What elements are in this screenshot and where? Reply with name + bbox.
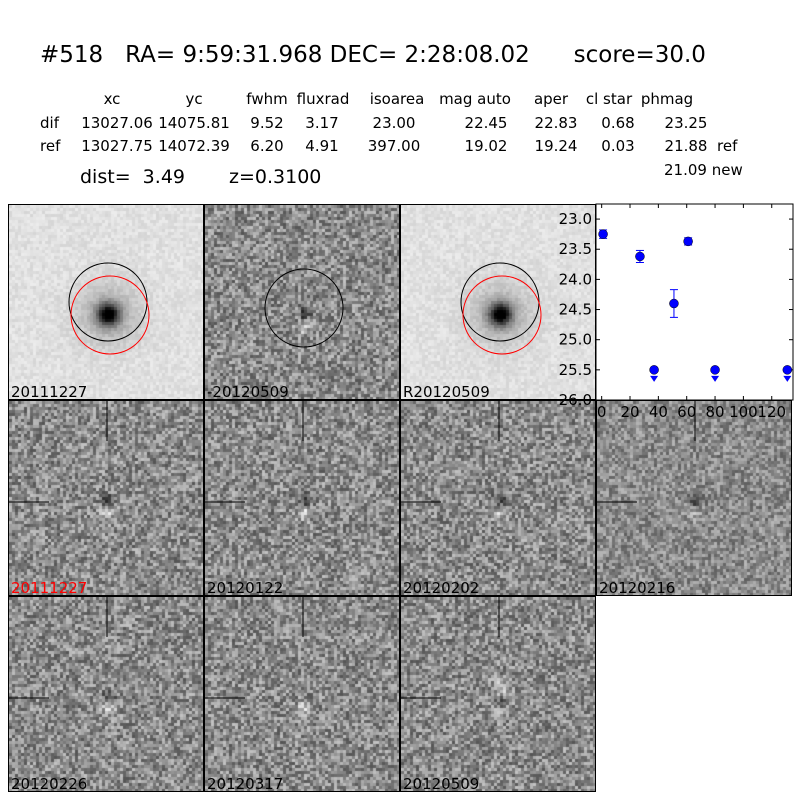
x-tick-label: 0 bbox=[597, 403, 607, 421]
image-stamp: 20120226 bbox=[8, 596, 204, 792]
table-cell: 19.24 bbox=[534, 137, 578, 155]
column-header: cl star bbox=[585, 90, 633, 108]
column-header: aper bbox=[533, 90, 569, 108]
y-tick-label: 26.0 bbox=[559, 391, 592, 409]
image-stamp: -20120509 bbox=[204, 204, 400, 400]
table-cell: 23.00 bbox=[372, 114, 416, 132]
x-tick-label: 20 bbox=[620, 403, 639, 421]
redshift: z=0.3100 bbox=[229, 166, 322, 188]
image-stamp: 20120216 bbox=[596, 400, 792, 596]
stamp-date-label: 20120317 bbox=[207, 775, 284, 792]
stamp-date-label: 20120122 bbox=[207, 579, 284, 596]
table-cell: 0.03 bbox=[601, 137, 635, 155]
stamp-date-label: 20111227 bbox=[11, 383, 88, 400]
y-tick-label: 23.5 bbox=[559, 240, 592, 258]
table-cell: 397.00 bbox=[367, 137, 421, 155]
image-stamp: 20111227 bbox=[8, 204, 204, 400]
y-tick-label: 23.0 bbox=[559, 210, 592, 228]
new-mag: 21.09 new bbox=[664, 161, 743, 179]
table-cell: 22.45 bbox=[464, 114, 508, 132]
ref-suffix: ref bbox=[717, 137, 738, 155]
image-stamp: 20120509 bbox=[400, 596, 596, 792]
ref-aperture-circle bbox=[462, 275, 542, 355]
image-stamp: 20120317 bbox=[204, 596, 400, 792]
column-header: xc bbox=[103, 90, 121, 108]
table-cell: 6.20 bbox=[250, 137, 284, 155]
stamp-date-label: 20120216 bbox=[599, 579, 676, 596]
x-tick-label: 100 bbox=[729, 403, 758, 421]
image-stamp: 20120202 bbox=[400, 400, 596, 596]
table-cell: 3.17 bbox=[305, 114, 339, 132]
stamp-date-label: 20120202 bbox=[403, 579, 480, 596]
y-tick-label: 24.5 bbox=[559, 301, 592, 319]
dif-aperture-circle bbox=[68, 262, 148, 342]
table-cell: 13027.75 bbox=[81, 137, 153, 155]
light-curve-plot: 23.0 23.5 24.0 24.5 25.0 25.5 26.0 0 20 40 60 80 100… bbox=[559, 203, 794, 421]
stamp-date-label: R20120509 bbox=[403, 383, 490, 400]
stamp-date-label: -20120509 bbox=[207, 383, 289, 400]
dif-aperture-circle bbox=[460, 262, 540, 342]
data-point bbox=[635, 251, 645, 262]
y-tick-label: 24.0 bbox=[559, 270, 592, 288]
ref-aperture-circle bbox=[70, 275, 150, 355]
column-header: fwhm bbox=[246, 90, 288, 108]
x-tick-label: 60 bbox=[677, 403, 696, 421]
y-tick-label: 25.5 bbox=[559, 361, 592, 379]
table-cell: 9.52 bbox=[250, 114, 284, 132]
dif-aperture-circle bbox=[264, 268, 344, 348]
x-tick-label: 120 bbox=[757, 403, 786, 421]
x-tick-label: 80 bbox=[706, 403, 725, 421]
image-stamp: 20120122 bbox=[204, 400, 400, 596]
stamp-date-label: 20120226 bbox=[11, 775, 88, 792]
data-point bbox=[598, 229, 608, 239]
column-header: phmag bbox=[640, 90, 694, 108]
data-point bbox=[649, 365, 659, 375]
distance: dist= 3.49 bbox=[80, 166, 185, 188]
column-header: fluxrad bbox=[296, 90, 350, 108]
table-cell: 21.88 bbox=[664, 137, 708, 155]
table-cell: 14072.39 bbox=[158, 137, 230, 155]
table-cell: 19.02 bbox=[464, 137, 508, 155]
upper-limit-arrow bbox=[711, 375, 720, 382]
column-header: isoarea bbox=[369, 90, 425, 108]
row-label-dif: dif bbox=[40, 114, 59, 132]
data-point bbox=[683, 236, 693, 247]
table-cell: 14075.81 bbox=[158, 114, 230, 132]
upper-limit-arrow bbox=[650, 375, 659, 382]
table-cell: 22.83 bbox=[534, 114, 578, 132]
candidate-title: #518 RA= 9:59:31.968 DEC= 2:28:08.02 sco… bbox=[40, 42, 706, 68]
image-stamp: R20120509 bbox=[400, 204, 596, 400]
table-cell: 23.25 bbox=[664, 114, 708, 132]
data-point bbox=[669, 298, 679, 309]
stamp-date-label: 20120509 bbox=[403, 775, 480, 792]
x-tick-label: 40 bbox=[649, 403, 668, 421]
plot-area bbox=[595, 203, 794, 401]
column-header: mag auto bbox=[439, 90, 511, 108]
column-header: yc bbox=[185, 90, 203, 108]
row-label-ref: ref bbox=[40, 137, 61, 155]
data-point bbox=[782, 365, 793, 375]
image-stamp: 20111227 bbox=[8, 400, 204, 596]
table-cell: 13027.06 bbox=[81, 114, 153, 132]
stamp-date-label: 20111227 bbox=[11, 579, 88, 596]
upper-limit-arrow bbox=[783, 375, 792, 382]
data-point bbox=[710, 365, 720, 375]
table-cell: 4.91 bbox=[305, 137, 339, 155]
table-cell: 0.68 bbox=[601, 114, 635, 132]
y-tick-label: 25.0 bbox=[559, 331, 592, 349]
